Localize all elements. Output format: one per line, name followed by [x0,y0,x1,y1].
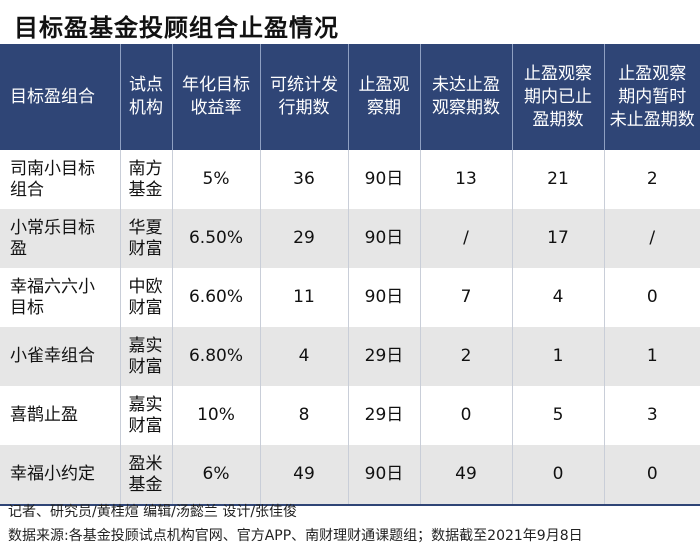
table-cell: 17 [512,209,605,268]
table-cell: 嘉实 财富 [120,386,173,445]
table-row: 小常乐目标盈 华夏 财富 6.50% 29 90日 / 17 / [0,209,700,268]
table-cell: 6% [172,445,261,506]
table-cell: 36 [260,150,349,209]
table-cell: 幸福六六小 目标 [0,268,121,327]
page-title: 目标盈基金投顾组合止盈情况 [14,14,339,42]
table-cell: 29日 [348,386,421,445]
table-cell: 90日 [348,150,421,209]
table-cell: 49 [260,445,349,506]
table-cell: 0 [512,445,605,506]
table-cell: 6.60% [172,268,261,327]
table-cell: 0 [604,268,700,327]
table-cell: 幸福小约定 [0,445,121,506]
table-cell: 3 [604,386,700,445]
table-cell: 0 [420,386,513,445]
table-cell: 90日 [348,445,421,506]
column-header: 年化目标 收益率 [172,44,261,150]
table-cell: 29日 [348,327,421,386]
table-row: 幸福小约定 盈米 基金 6% 49 90日 49 0 0 [0,445,700,506]
table-cell: 11 [260,268,349,327]
table-cell: 2 [420,327,513,386]
table-cell: 6.80% [172,327,261,386]
table-cell: 0 [604,445,700,506]
column-header: 未达止盈 观察期数 [420,44,513,150]
column-header: 试点 机构 [120,44,173,150]
table-row: 司南小目标 组合 南方 基金 5% 36 90日 13 21 2 [0,150,700,209]
table-cell: / [604,209,700,268]
table-cell: 盈米 基金 [120,445,173,506]
table-cell: 司南小目标 组合 [0,150,121,209]
table-cell: 29 [260,209,349,268]
column-header: 止盈观 察期 [348,44,421,150]
table-cell: 1 [512,327,605,386]
table-cell: 1 [604,327,700,386]
table-cell: 90日 [348,209,421,268]
column-header: 可统计发 行期数 [260,44,349,150]
table-cell: 6.50% [172,209,261,268]
table-cell: 嘉实 财富 [120,327,173,386]
column-header: 止盈观察 期内暂时 未止盈期数 [604,44,700,150]
table-cell: 13 [420,150,513,209]
table-cell: 小雀幸组合 [0,327,121,386]
table-cell: 5 [512,386,605,445]
column-header: 目标盈组合 [0,44,121,150]
table-cell: 小常乐目标盈 [0,209,121,268]
table-cell: 4 [512,268,605,327]
table-cell: 10% [172,386,261,445]
table-cell: 49 [420,445,513,506]
table-cell: 喜鹊止盈 [0,386,121,445]
table-header-row: 目标盈组合 试点 机构 年化目标 收益率 可统计发 行期数 止盈观 察期 未达止盈 观察期… [0,44,700,150]
table-cell: / [420,209,513,268]
table-cell: 8 [260,386,349,445]
table-cell: 中欧 财富 [120,268,173,327]
source-line: 数据来源:各基金投顾试点机构官网、官方APP、南财理财通课题组；数据截至2021… [8,528,583,544]
table-row: 幸福六六小 目标 中欧 财富 6.60% 11 90日 7 4 0 [0,268,700,327]
stop-profit-table: 目标盈组合 试点 机构 年化目标 收益率 可统计发 行期数 止盈观 察期 未达止盈 观察期… [0,44,700,506]
table-row: 小雀幸组合 嘉实 财富 6.80% 4 29日 2 1 1 [0,327,700,386]
table-cell: 南方 基金 [120,150,173,209]
table-cell: 90日 [348,268,421,327]
table-cell: 2 [604,150,700,209]
table-cell: 21 [512,150,605,209]
table-cell: 7 [420,268,513,327]
table-row: 喜鹊止盈 嘉实 财富 10% 8 29日 0 5 3 [0,386,700,445]
table-cell: 5% [172,150,261,209]
credits-line: 记者、研究员/黄桂煊 编辑/汤懿兰 设计/张佳俊 [8,504,298,520]
table-cell: 华夏 财富 [120,209,173,268]
column-header: 止盈观察 期内已止 盈期数 [512,44,605,150]
table-cell: 4 [260,327,349,386]
